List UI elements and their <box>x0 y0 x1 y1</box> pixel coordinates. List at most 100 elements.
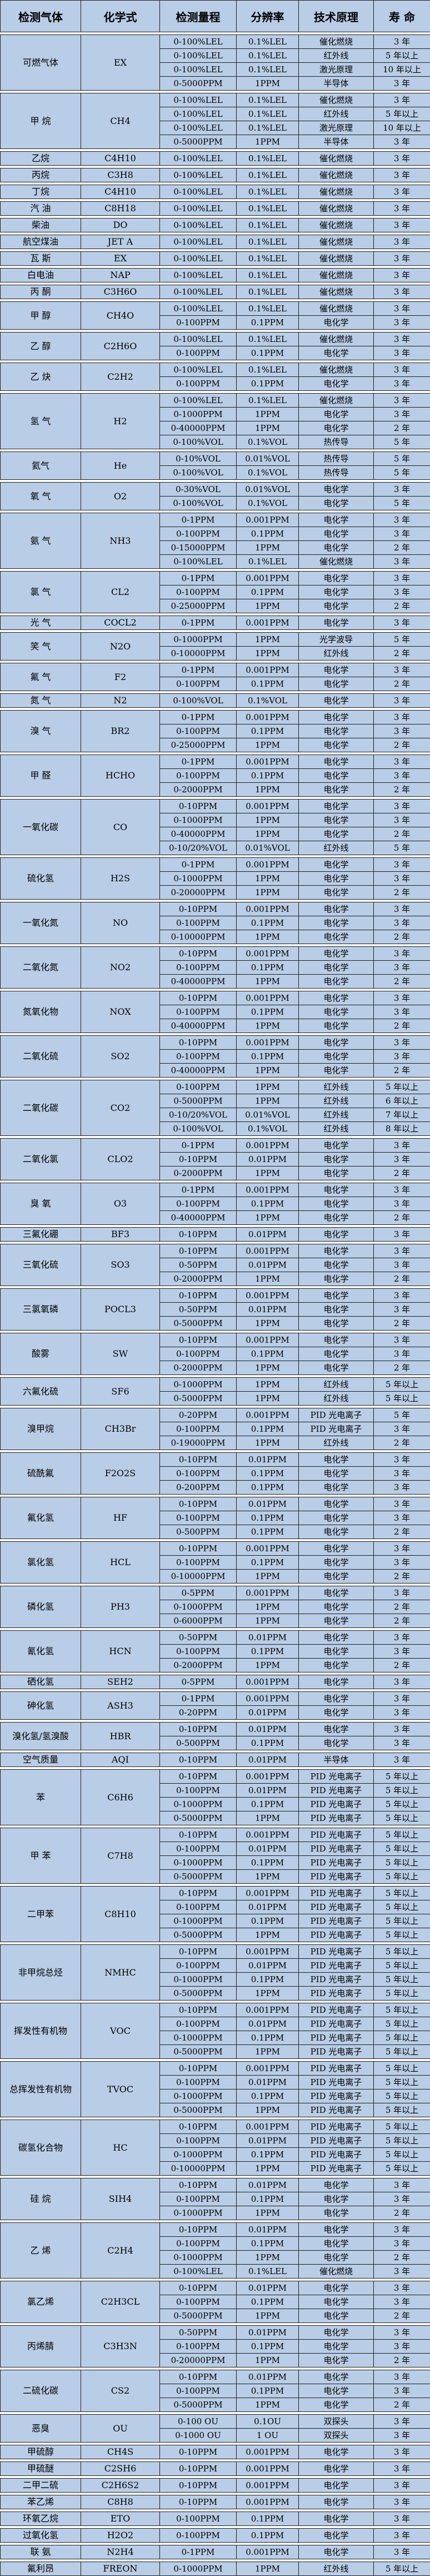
col-header-lifespan: 寿 命 <box>374 1 430 32</box>
resolution-cell: 0.01PPM <box>237 1753 299 1767</box>
principle-cell: PID 光电离子 <box>299 1959 374 1973</box>
resolution-cell: 0.1PPM <box>237 1005 299 1019</box>
range-cell: 0-100%LEL <box>160 185 237 199</box>
formula-cell: HBR <box>81 1723 160 1750</box>
gas-name-cell: 白电油 <box>1 269 81 282</box>
formula-cell: C3H6O <box>81 285 160 299</box>
range-cell: 0-1000PPM <box>160 2089 237 2103</box>
resolution-cell: 1PPM <box>237 633 299 647</box>
lifespan-cell: 3 年 <box>374 316 430 330</box>
resolution-cell: 0.1PPM <box>237 1467 299 1481</box>
range-cell: 0-100%VOL <box>160 694 237 708</box>
principle-cell: PID 光电离子 <box>299 1870 374 1884</box>
range-cell: 0-40000PPM <box>160 421 237 435</box>
formula-cell: C8H10 <box>81 1887 160 1942</box>
gas-name-cell: 可燃气体 <box>1 35 81 91</box>
resolution-cell: 0.001PPM <box>237 513 299 527</box>
resolution-cell: 0.001PPM <box>237 1244 299 1258</box>
range-cell: 0-100%LEL <box>160 152 237 166</box>
principle-cell: 电化学 <box>299 1258 374 1272</box>
principle-cell: 电化学 <box>299 1167 374 1180</box>
resolution-cell: 1PPM <box>237 1019 299 1033</box>
principle-cell: 热传导 <box>299 452 374 466</box>
gas-name-cell: 砷化氢 <box>1 1692 81 1720</box>
lifespan-cell: 2 年 <box>374 975 430 989</box>
principle-cell: 双探头 <box>299 2429 374 2443</box>
range-cell: 0-10PPM <box>160 2178 237 2192</box>
range-cell: 0-5000PPM <box>160 1094 237 1108</box>
principle-cell: 电化学 <box>299 1614 374 1628</box>
range-cell: 0-100%LEL <box>160 363 237 377</box>
principle-cell: 红外线 <box>299 49 374 63</box>
lifespan-cell: 5 年以上 <box>374 1856 430 1870</box>
range-cell: 0-100%LEL <box>160 394 237 408</box>
resolution-cell: 0.1%VOL <box>237 1122 299 1136</box>
resolution-cell: 1PPM <box>237 1570 299 1584</box>
resolution-cell: 0.1PPM <box>237 724 299 738</box>
principle-cell: 电化学 <box>299 1317 374 1331</box>
lifespan-cell: 3 年 <box>374 527 430 541</box>
principle-cell: 电化学 <box>299 2354 374 2367</box>
formula-cell: CO <box>81 800 160 855</box>
lifespan-cell: 3 年 <box>374 1511 430 1525</box>
principle-cell: PID 光电离子 <box>299 2162 374 2176</box>
range-cell: 0-2000PPM <box>160 783 237 797</box>
gas-name-cell: 氯化氢 <box>1 1542 81 1584</box>
principle-cell: 红外线 <box>299 107 374 121</box>
lifespan-cell: 3 年 <box>374 2237 430 2251</box>
lifespan-cell: 3 年 <box>374 185 430 199</box>
lifespan-cell: 3 年 <box>374 77 430 91</box>
resolution-cell: 0.001PPM <box>237 1333 299 1347</box>
principle-cell: 电化学 <box>299 2370 374 2384</box>
resolution-cell: 0.01%VOL <box>237 483 299 497</box>
lifespan-cell: 3 年 <box>374 2192 430 2206</box>
range-cell: 0-100PPM <box>160 1842 237 1856</box>
formula-cell: SO2 <box>81 1036 160 1078</box>
range-cell: 0-100PPM <box>160 2529 237 2543</box>
principle-cell: 电化学 <box>299 916 374 930</box>
resolution-cell: 0.001PPM <box>237 800 299 813</box>
lifespan-cell: 3 年 <box>374 2512 430 2526</box>
range-cell: 0-1000PPM <box>160 2148 237 2162</box>
principle-cell: 电化学 <box>299 1197 374 1211</box>
principle-cell: 电化学 <box>299 1064 374 1078</box>
principle-cell: 催化燃烧 <box>299 93 374 107</box>
range-cell: 0-1000PPM <box>160 813 237 827</box>
principle-cell: 电化学 <box>299 886 374 900</box>
range-cell: 0-100PPM <box>160 2017 237 2031</box>
gas-name-cell: 汽 油 <box>1 202 81 216</box>
resolution-cell: 0.1PPM <box>237 1798 299 1811</box>
formula-cell: FREON <box>81 2562 160 2576</box>
range-cell: 0-10PPM <box>160 1036 237 1050</box>
principle-cell: 电化学 <box>299 2545 374 2559</box>
lifespan-cell: 2 年 <box>374 647 430 661</box>
principle-cell: 电化学 <box>299 599 374 613</box>
resolution-cell: 0.1%VOL <box>237 694 299 708</box>
range-cell: 0-5000PPM <box>160 1811 237 1825</box>
resolution-cell: 0.1PPM <box>237 1481 299 1495</box>
principle-cell: 半导体 <box>299 77 374 91</box>
principle-cell: 电化学 <box>299 800 374 813</box>
range-cell: 0-10PPM <box>160 2479 237 2493</box>
resolution-cell: 1 OU <box>237 2429 299 2443</box>
resolution-cell: 0.1%LEL <box>237 555 299 569</box>
principle-cell: 电化学 <box>299 1600 374 1614</box>
lifespan-cell: 3 年 <box>374 2281 430 2295</box>
resolution-cell: 1PPM <box>237 886 299 900</box>
gas-name-cell: 二氧化氮 <box>1 947 81 989</box>
principle-cell: 电化学 <box>299 930 374 944</box>
col-header-gas: 检测气体 <box>1 1 81 32</box>
principle-cell: 电化学 <box>299 1005 374 1019</box>
lifespan-cell: 5 年 <box>374 435 430 449</box>
range-cell: 0-100 OU <box>160 2415 237 2429</box>
lifespan-cell: 2 年 <box>374 1064 430 1078</box>
resolution-cell: 0.001PPM <box>237 2495 299 2509</box>
